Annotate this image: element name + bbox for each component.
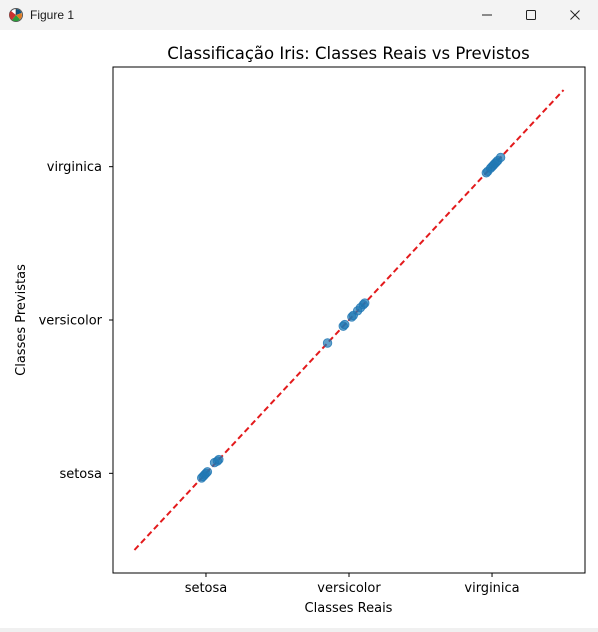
scatter-point	[214, 454, 224, 465]
x-axis-label: Classes Reais	[305, 601, 393, 616]
scatter-point	[495, 152, 506, 163]
close-icon	[570, 10, 580, 20]
close-button[interactable]	[552, 0, 598, 30]
y-axis-label: Classes Previstas	[14, 264, 29, 376]
minimize-icon	[482, 14, 492, 16]
scatter-chart: Classificação Iris: Classes Reais vs Pre…	[14, 44, 586, 616]
scatter-point	[340, 319, 350, 330]
window-title: Figure 1	[30, 8, 75, 22]
title-bar[interactable]: Figure 1	[0, 0, 598, 30]
scatter-point	[322, 338, 333, 348]
plot-area	[133, 89, 565, 551]
scatter-point	[202, 467, 213, 477]
maximize-button[interactable]	[508, 0, 554, 30]
y-tick-label: virginica	[47, 160, 102, 175]
window-bottom-edge	[0, 628, 598, 632]
scatter-point	[360, 298, 370, 308]
chart-title: Classificação Iris: Classes Reais vs Pre…	[167, 44, 529, 63]
x-tick-label: setosa	[185, 581, 228, 596]
x-tick-label: versicolor	[317, 581, 381, 596]
y-tick-label: versicolor	[39, 314, 103, 329]
y-tick-label: setosa	[59, 467, 102, 482]
minimize-button[interactable]	[464, 0, 510, 30]
maximize-icon	[526, 10, 536, 20]
x-tick-label: virginica	[464, 581, 519, 596]
figure-canvas: Classificação Iris: Classes Reais vs Pre…	[0, 30, 598, 628]
matplotlib-figure-icon	[9, 8, 23, 22]
